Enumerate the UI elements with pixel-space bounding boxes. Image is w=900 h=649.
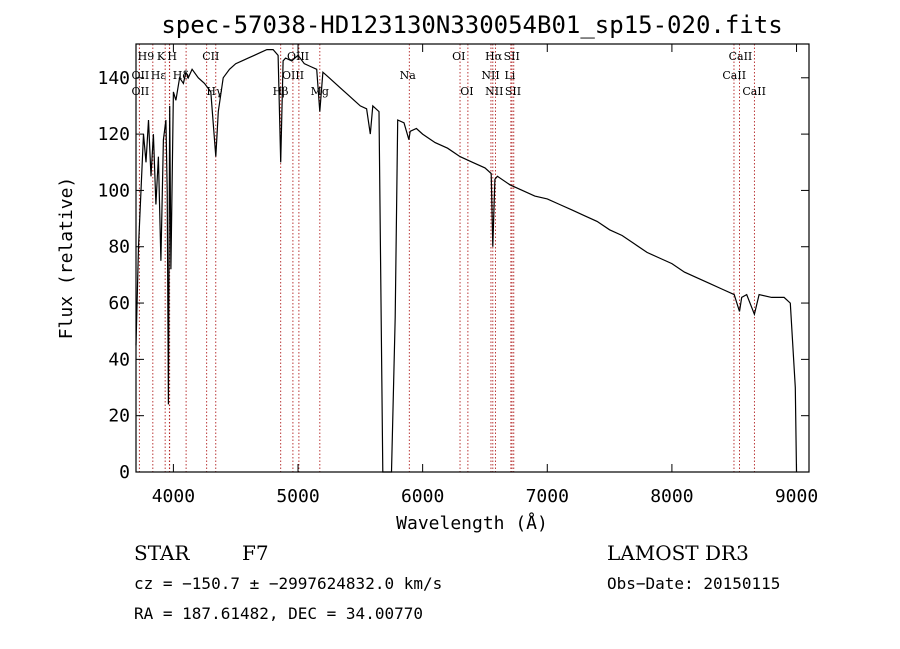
obs-date: Obs−Date: 20150115	[607, 574, 780, 593]
line-label-6: Hα	[485, 50, 503, 63]
line-label-9: OII	[132, 69, 150, 82]
line-label-15: Li	[504, 69, 515, 82]
x-tick-label-5: 9000	[775, 486, 818, 507]
line-label-10: Hε	[151, 69, 167, 82]
plot-frame	[135, 43, 810, 473]
line-label-8: CaII	[729, 50, 753, 63]
line-label-22: NII	[485, 85, 503, 98]
line-label-11: Hδ	[173, 69, 190, 82]
line-label-17: OII	[132, 85, 150, 98]
x-tick-label-3: 7000	[526, 486, 569, 507]
y-tick-label-4: 80	[108, 237, 130, 258]
chart-title: spec-57038-HD123130N330054B01_sp15-020.f…	[161, 11, 782, 39]
y-axis-label: Flux (relative)	[56, 177, 77, 340]
line-label-14: NII	[481, 69, 499, 82]
x-tick-label-4: 8000	[650, 486, 693, 507]
line-markers	[138, 44, 755, 472]
y-axis: 0 20 40 60 80 100 120 140	[97, 68, 809, 483]
y-tick-label-2: 40	[108, 349, 130, 370]
y-tick-label-6: 120	[97, 124, 130, 145]
line-label-19: Hβ	[273, 85, 289, 98]
coordinates: RA = 187.61482, DEC = 34.00770	[134, 604, 423, 623]
y-tick-label-7: 140	[97, 68, 130, 89]
cz-value: cz = −150.7 ± −2997624832.0 km/s	[134, 574, 442, 593]
line-label-1: K	[157, 50, 166, 63]
object-type: STAR	[134, 541, 190, 565]
subclass: F7	[242, 541, 269, 565]
line-label-23: SII	[505, 85, 521, 98]
x-tick-label-2: 6000	[401, 486, 444, 507]
spectrum-line	[135, 49, 798, 473]
line-label-2: H	[167, 50, 177, 63]
line-label-0: H9	[138, 50, 155, 63]
line-label-7: SII	[504, 50, 520, 63]
x-axis-label: Wavelength (Å)	[396, 512, 548, 534]
y-tick-label-3: 60	[108, 293, 130, 314]
line-label-5: OI	[452, 50, 465, 63]
line-label-20: Mg	[311, 85, 329, 98]
line-label-3: CII	[202, 50, 219, 63]
x-tick-label-1: 5000	[276, 486, 319, 507]
x-tick-label-0: 4000	[152, 486, 195, 507]
line-label-13: Na	[400, 69, 417, 82]
x-axis: 4000 5000 6000 7000 8000 9000	[152, 44, 818, 507]
y-tick-label-5: 100	[97, 180, 130, 201]
survey-name: LAMOST DR3	[607, 541, 749, 565]
y-tick-label-0: 0	[119, 462, 130, 483]
line-label-12: OIII	[282, 69, 304, 82]
line-label-21: OI	[460, 85, 473, 98]
line-label-16: CaII	[722, 69, 746, 82]
y-tick-label-1: 20	[108, 406, 130, 427]
line-label-24: CaII	[742, 85, 766, 98]
